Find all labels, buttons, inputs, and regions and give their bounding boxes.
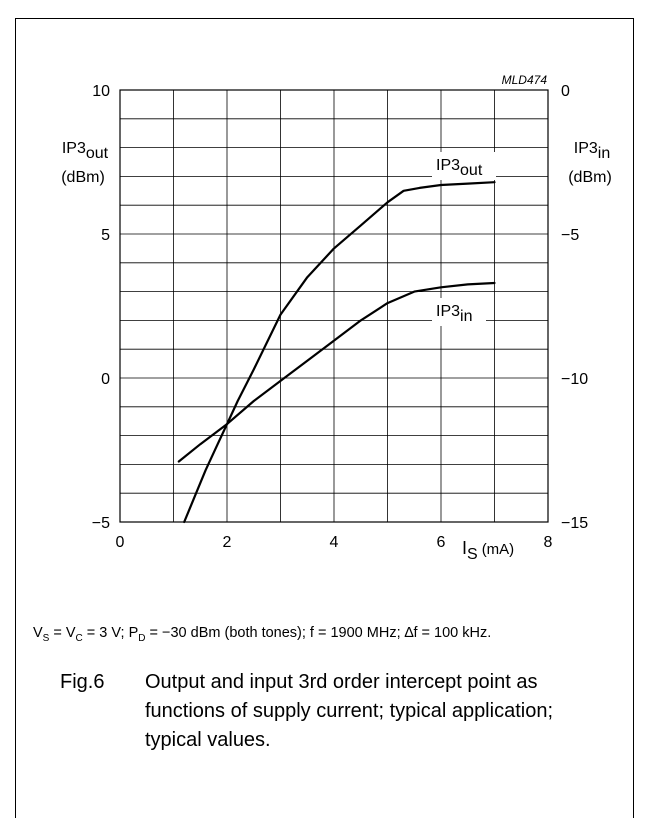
y-right-label-sub: in (598, 145, 610, 162)
x-label-main: I (462, 538, 467, 558)
y-right-tick-label: −10 (561, 371, 588, 388)
ip3out-label-sub: out (460, 162, 483, 179)
y-left-axis-unit: (dBm) (61, 169, 105, 186)
x-axis-label: IS (mA) (462, 538, 514, 563)
x-tick-label: 2 (223, 534, 232, 551)
figure-number: Fig.6 (60, 671, 105, 693)
ip3in-label-main: IP3 (436, 303, 460, 320)
y-right-label-main: IP3 (574, 140, 598, 157)
series-line-ip3out (183, 181, 496, 524)
cond-rest: = −30 dBm (both tones); f = 1900 MHz; ∆f… (145, 625, 492, 641)
x-tick-label: 0 (116, 534, 125, 551)
plot-grid (119, 89, 549, 523)
y-right-tick-label: −15 (561, 515, 588, 532)
y-left-tick-label: 10 (92, 83, 110, 100)
x-label-sub: S (467, 546, 478, 563)
y-right-tick-label: 0 (561, 83, 570, 100)
x-tick-label: 4 (330, 534, 339, 551)
chart-code: MLD474 (502, 73, 548, 87)
cond-vs-sub: S (42, 632, 50, 644)
y-left-label-sub: out (86, 145, 109, 162)
y-left-tick-label: 0 (101, 371, 110, 388)
ip3in-label-sub: in (460, 308, 472, 325)
tick-labels: 0 2 4 6 8 −5 0 5 10 −15 −10 −5 0 (92, 83, 588, 551)
series-label-ip3out: IP3out (436, 157, 483, 179)
x-tick-label: 8 (544, 534, 553, 551)
cond-pd: = 3 V; P (82, 625, 139, 641)
y-left-label-main: IP3 (62, 140, 86, 157)
y-right-tick-label: −5 (561, 227, 579, 244)
ip3out-label-main: IP3 (436, 157, 460, 174)
cond-vc-sub: C (75, 632, 83, 644)
measurement-conditions: VS = VC = 3 V; PD = −30 dBm (both tones)… (33, 625, 491, 644)
cond-vs: V (33, 625, 43, 641)
y-right-axis-label: IP3in (574, 140, 610, 162)
y-left-tick-label: −5 (92, 515, 110, 532)
series-label-background (432, 152, 496, 180)
series-label-ip3in: IP3in (436, 303, 472, 325)
plot-curves (177, 181, 496, 524)
cond-pd-sub: D (138, 632, 146, 644)
y-left-axis-label: IP3out (62, 140, 109, 162)
figure-caption-text: Output and input 3rd order intercept poi… (145, 671, 553, 751)
series-line-ip3in (177, 281, 496, 463)
y-left-tick-label: 5 (101, 227, 110, 244)
series-label-background (432, 298, 486, 326)
x-label-unit: (mA) (482, 541, 515, 558)
y-right-axis-unit: (dBm) (568, 169, 612, 186)
cond-vc: = V (49, 625, 76, 641)
x-tick-label: 6 (437, 534, 446, 551)
figure-frame (15, 18, 634, 818)
